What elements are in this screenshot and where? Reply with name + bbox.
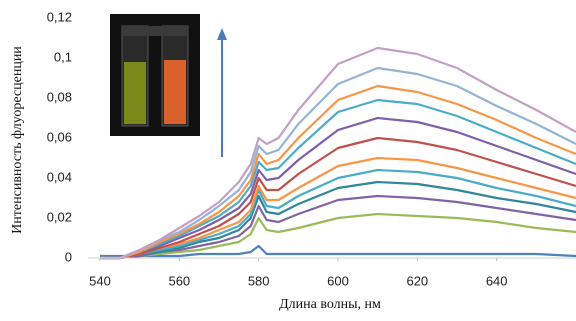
x-tick-label: 540 <box>89 273 111 288</box>
series-line <box>100 168 576 260</box>
arrow <box>217 28 227 157</box>
x-axis-label: Длина волны, нм <box>279 297 381 312</box>
y-tick-label: 0,1 <box>54 49 72 64</box>
series-line <box>100 84 576 260</box>
y-tick-label: 0,04 <box>47 169 72 184</box>
series-line <box>100 212 576 260</box>
x-tick-label: 640 <box>486 273 508 288</box>
y-tick-label: 0,06 <box>47 129 72 144</box>
series-line <box>100 136 576 260</box>
series-line <box>100 244 576 258</box>
y-tick-label: 0 <box>65 249 72 264</box>
series-line <box>100 46 576 260</box>
plot-area <box>100 46 576 260</box>
y-tick-label: 0,08 <box>47 89 72 104</box>
arrow-head <box>217 28 227 40</box>
y-tick-label: 0,12 <box>47 9 72 24</box>
y-axis-label: Интенсивность флуоресценции <box>10 46 25 234</box>
vial-liquid <box>124 62 146 124</box>
vial-caps <box>122 26 188 36</box>
x-tick-label: 600 <box>327 273 349 288</box>
series-line <box>100 116 576 260</box>
vial-liquid <box>164 60 186 124</box>
series-line <box>100 156 576 260</box>
y-tick-label: 0,02 <box>47 209 72 224</box>
x-tick-label: 620 <box>406 273 428 288</box>
series-line <box>100 180 576 260</box>
x-tick-label: 560 <box>168 273 190 288</box>
x-tick-label: 580 <box>248 273 270 288</box>
photo-inset <box>110 14 200 136</box>
series-line <box>100 98 576 260</box>
